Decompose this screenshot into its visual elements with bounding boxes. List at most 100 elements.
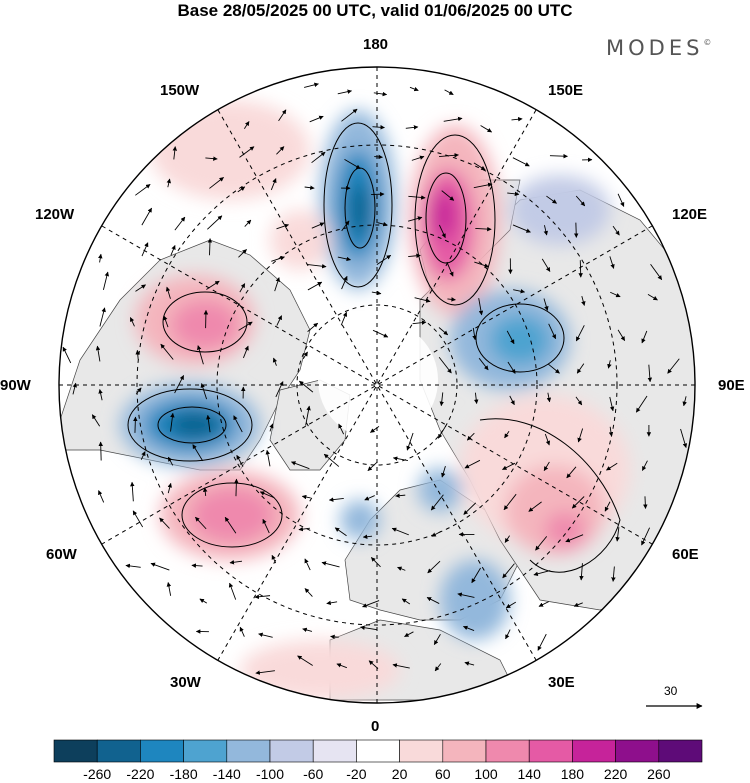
wind-vector — [565, 534, 584, 543]
colorbar-swatch — [269, 739, 314, 763]
wind-vector — [650, 263, 663, 281]
colorbar-swatch — [485, 739, 530, 763]
wind-vector — [506, 330, 515, 345]
wind-vector — [373, 91, 388, 97]
wind-vector — [370, 557, 381, 568]
wind-vector — [132, 510, 144, 528]
colorbar-swatch — [183, 739, 228, 763]
wind-vector — [457, 592, 475, 598]
wind-vector — [480, 125, 493, 133]
wind-vector — [269, 423, 274, 432]
wind-vector — [439, 153, 459, 158]
wind-vector — [125, 563, 141, 569]
wind-vector — [236, 454, 244, 467]
colorbar-label: -100 — [255, 766, 285, 782]
wind-vector — [307, 281, 323, 291]
wind-vector — [259, 491, 275, 499]
wind-vector — [371, 290, 382, 296]
wind-vector — [271, 256, 285, 262]
lon-label-120w: 120W — [35, 206, 75, 223]
wind-vector — [336, 663, 348, 669]
wind-vector — [344, 159, 361, 170]
wind-vector — [478, 357, 489, 371]
wind-vector — [549, 153, 568, 159]
wind-vector — [135, 349, 140, 360]
wind-vector — [265, 449, 271, 467]
wind-vector — [167, 482, 172, 494]
colorbar-swatch — [528, 739, 573, 763]
wind-vector — [541, 258, 551, 272]
wind-vector — [474, 261, 489, 268]
wind-vector — [473, 182, 493, 189]
colorbar-label: 220 — [603, 766, 628, 782]
wind-vector — [255, 670, 275, 675]
wind-vector — [228, 582, 237, 600]
wind-vector — [513, 289, 526, 294]
wind-vector — [611, 566, 616, 582]
wind-vector — [244, 121, 250, 129]
wind-vector — [239, 146, 255, 158]
anomaly-pos-africa — [240, 640, 400, 700]
wind-vector — [504, 535, 510, 543]
wind-vector — [537, 633, 547, 651]
wind-vector — [612, 225, 620, 236]
polar-area — [318, 320, 438, 440]
wind-vector — [512, 157, 530, 167]
colorbar-label: 260 — [647, 766, 671, 782]
wind-vector — [330, 634, 339, 640]
wind-vector — [234, 478, 239, 497]
wind-vector — [271, 554, 277, 564]
wind-vector — [135, 387, 142, 395]
wind-vector — [404, 631, 414, 638]
wind-vector — [411, 155, 425, 161]
wind-vector — [72, 382, 77, 395]
wind-vector — [302, 351, 308, 360]
wind-vector — [535, 536, 548, 551]
wind-vector — [395, 493, 406, 498]
modes-logo-text: MODES — [606, 36, 704, 60]
wind-vector — [371, 191, 385, 197]
wind-vector — [615, 527, 620, 542]
wind-vector — [414, 297, 431, 303]
wind-vector — [238, 249, 247, 258]
wind-vector — [323, 453, 340, 467]
wind-vector — [607, 360, 612, 369]
wind-vector — [471, 567, 481, 584]
wind-vector — [502, 462, 516, 470]
wind-vector — [609, 396, 615, 412]
wind-vector — [304, 82, 319, 88]
wind-vector — [392, 663, 410, 669]
anomaly-pos-canada-core — [171, 300, 239, 350]
wind-vector — [412, 320, 427, 325]
colorbar-label: 180 — [560, 766, 585, 782]
colorbar-label: -140 — [212, 766, 241, 782]
wind-vector — [647, 293, 658, 301]
wind-vector — [609, 256, 615, 269]
wind-vector — [617, 193, 625, 207]
lon-label-120e: 120E — [672, 206, 708, 223]
wind-vector — [229, 560, 243, 565]
lon-label-60e: 60E — [672, 546, 699, 563]
wind-vector — [447, 297, 456, 302]
lon-label-0: 0 — [371, 718, 380, 735]
wind-vector — [98, 253, 103, 263]
anomaly-neg-atlantic — [340, 500, 380, 540]
anomaly-neg-scandinavia — [418, 468, 462, 512]
wind-vector — [509, 395, 515, 406]
wind-vector — [166, 582, 172, 596]
wind-vector — [372, 125, 385, 130]
wind-vector — [473, 162, 486, 171]
wind-vector — [443, 116, 463, 122]
wind-vector — [129, 317, 135, 327]
map-title: Base 28/05/2025 00 UTC, valid 01/06/2025… — [177, 1, 573, 20]
anomaly-pos-pacific-center — [432, 190, 456, 240]
wind-vector — [276, 315, 283, 326]
colorbar-label: 20 — [391, 766, 408, 782]
wind-vector — [392, 456, 409, 462]
wind-vector — [206, 280, 220, 290]
wind-vector — [200, 383, 208, 400]
wind-vector — [207, 215, 223, 230]
wind-vector — [511, 116, 523, 122]
wind-vector — [438, 356, 452, 374]
colorbar-label: 100 — [474, 766, 498, 782]
